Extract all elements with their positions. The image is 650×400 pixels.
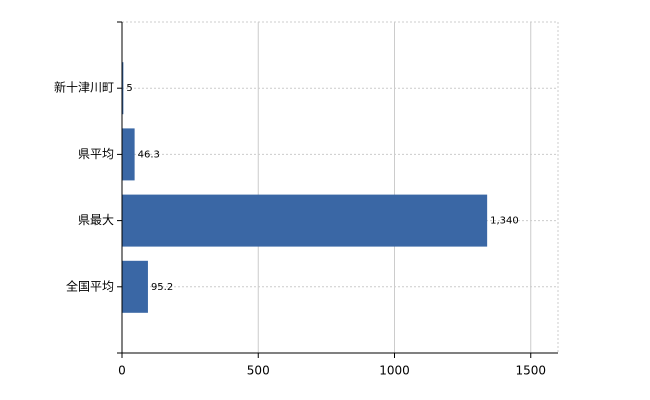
- value-label: 95.2: [151, 282, 173, 293]
- y-tick-label: 新十津川町: [54, 80, 114, 95]
- bar: [122, 128, 135, 181]
- y-tick-label: 県最大: [78, 213, 114, 227]
- value-label: 46.3: [138, 149, 160, 160]
- x-tick-label: 1000: [379, 364, 410, 378]
- bar: [122, 62, 124, 115]
- x-tick-label: 0: [118, 364, 126, 378]
- bar: [122, 194, 488, 247]
- value-label: 5: [126, 83, 132, 94]
- bar: [122, 260, 148, 313]
- x-tick-label: 500: [247, 364, 270, 378]
- x-tick-label: 1500: [515, 364, 546, 378]
- value-label: 1,340: [490, 216, 519, 227]
- y-tick-label: 県平均: [78, 147, 114, 161]
- y-tick-label: 全国平均: [66, 278, 114, 293]
